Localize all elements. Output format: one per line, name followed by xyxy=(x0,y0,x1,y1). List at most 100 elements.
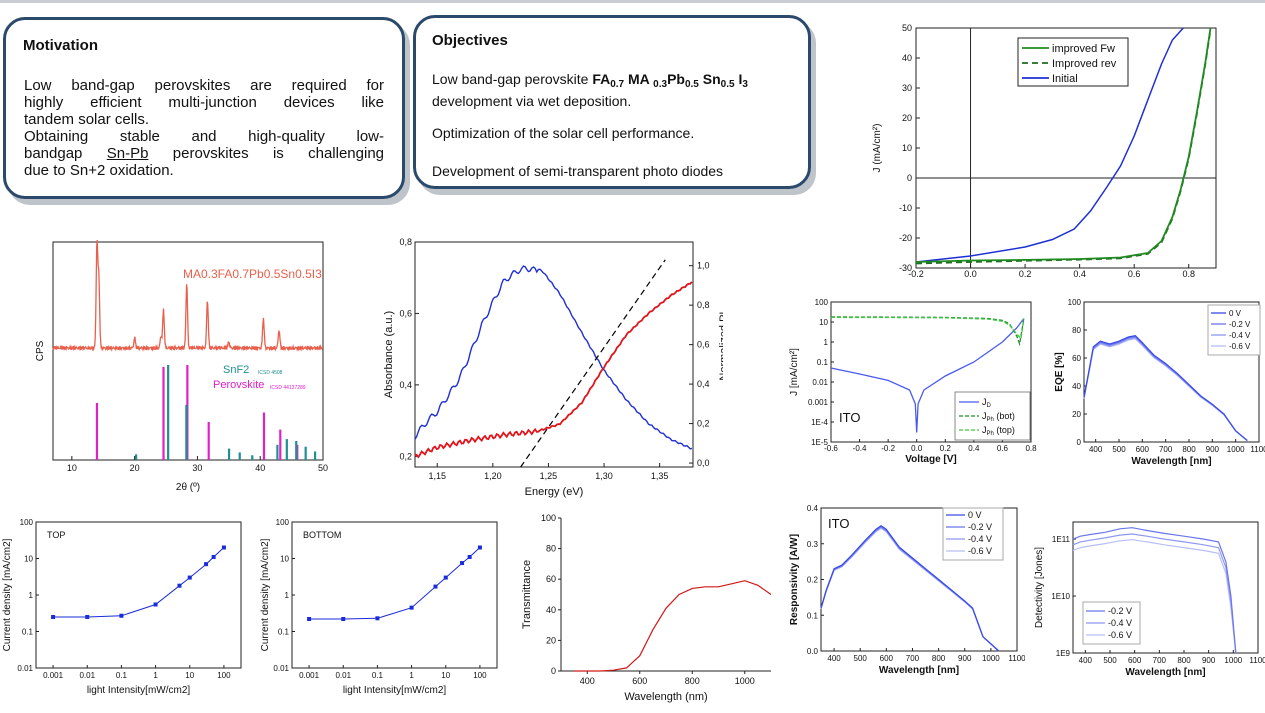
abs-x-tick-label: 1,20 xyxy=(484,471,502,481)
eqe-x-tick-label: 900 xyxy=(1206,445,1220,454)
trans-x-tick-label: 1000 xyxy=(735,676,755,686)
jv-series-initial xyxy=(915,27,1184,263)
int-panel-label: TOP xyxy=(47,530,65,540)
jvlog-jph-top-curve xyxy=(830,316,1025,340)
resp-x-tick-label: 400 xyxy=(827,654,841,663)
int-curve xyxy=(309,547,481,620)
xrd-perovskite-ref-label: ICSD 44137289 xyxy=(270,385,306,391)
jv-series-improved-fw xyxy=(915,27,1212,263)
motivation-line: highly efficient multi-junction devices … xyxy=(24,94,384,111)
jvlog-x-tick-label: -0.2 xyxy=(881,444,895,453)
eqe-chart: 400 500 600 700 800 900 1000 1100 0 20 40 60 80 100 Wa… xyxy=(1054,298,1265,467)
objectives-box: Objectives Low band-gap perovskite FA0.7… xyxy=(413,15,811,189)
formula-sub: 3 xyxy=(742,79,748,90)
absorbance-pl-chart: 1,15 1,20 1,25 1,30 1,35 0,2 0,4 0,6 0,8 0,0 0,2 0,… xyxy=(383,237,723,498)
xrd-x-tick-label: 30 xyxy=(192,463,202,473)
jvlog-frame xyxy=(830,301,1032,443)
int-y-tick-label: 100 xyxy=(20,518,34,527)
motivation-title: Motivation xyxy=(23,37,98,54)
int-point xyxy=(433,584,438,589)
jvlog-ito-label: ITO xyxy=(839,410,860,425)
resp-y-tick-label: 0.3 xyxy=(807,540,819,549)
det-x-tick-label: 700 xyxy=(1153,656,1167,665)
int-xlabel: light Intensity[mW/cm2] xyxy=(343,685,447,696)
motivation-text-part: perovskites is challenging xyxy=(148,145,384,162)
xrd-pattern xyxy=(52,239,324,352)
trans-x-tick-label: 800 xyxy=(685,676,700,686)
xrd-xlabel: 2θ (º) xyxy=(176,482,200,493)
int-y-tick-label: 1 xyxy=(29,591,34,600)
det-curve-0p2 xyxy=(1072,527,1237,654)
xrd-ylabel: CPS xyxy=(35,340,46,361)
resp-x-tick-label: 800 xyxy=(932,654,946,663)
int-point xyxy=(119,613,124,618)
jvlog-x-tick-label: 0.0 xyxy=(911,444,923,453)
xrd-x-tick-label: 50 xyxy=(318,463,328,473)
eqe-legend-label: -0.4 V xyxy=(1229,331,1251,340)
det-x-tick-label: 600 xyxy=(1128,656,1142,665)
eqe-x-tick-label: 500 xyxy=(1112,445,1126,454)
int-x-tick-label: 10 xyxy=(185,671,194,680)
motivation-line: due to Sn+2 oxidation. xyxy=(24,162,174,179)
jvlog-y-tick-label: 0.01 xyxy=(812,378,828,387)
formula-part: MA xyxy=(624,71,654,87)
objectives-text-part: Low band-gap perovskite xyxy=(432,71,593,87)
bottom-intensity-chart: 0.001 0.01 0.1 1 10 100 0.01 0.1 1 10 100 light Int… xyxy=(260,518,498,696)
detectivity-chart: 400 500 600 700 800 900 1000 1100 1E9 1E10 1E11 Wav… xyxy=(1034,521,1265,678)
trans-y-tick-label: 40 xyxy=(546,605,556,615)
int-point xyxy=(341,617,346,622)
int-x-tick-label: 0.1 xyxy=(372,671,384,680)
formula-sub: 0.7 xyxy=(610,79,625,90)
det-x-tick-label: 400 xyxy=(1079,656,1093,665)
motivation-line: Obtaining stable and high-quality low- xyxy=(24,128,384,145)
resp-x-tick-label: 900 xyxy=(958,654,972,663)
resp-x-tick-label: 1100 xyxy=(1008,654,1025,663)
int-point xyxy=(409,605,414,610)
abs-frame xyxy=(414,241,694,468)
jv-y-tick-label: 0 xyxy=(907,173,912,183)
top-intensity-chart: 0.001 0.01 0.1 1 10 100 0.01 0.1 1 10 100 light Int… xyxy=(2,518,242,696)
jv-x-tick-label: 0.8 xyxy=(1182,269,1195,278)
eqe-xlabel: Wavelength [nm] xyxy=(1131,456,1211,467)
resp-xlabel: Wavelength [nm] xyxy=(879,665,959,676)
trans-x-tick-label: 600 xyxy=(632,676,647,686)
tauc-fit-line xyxy=(520,259,666,468)
det-x-tick-label: 500 xyxy=(1103,656,1117,665)
int-frame xyxy=(291,521,498,669)
abs-y-tick-label: 0,8 xyxy=(399,237,412,247)
int-x-tick-label: 1 xyxy=(153,671,158,680)
jvlog-y-tick-label: 10 xyxy=(819,318,828,327)
resp-x-tick-label: 500 xyxy=(854,654,868,663)
eqe-curve xyxy=(1083,334,1248,442)
int-xlabel: light Intensity[mW/cm2] xyxy=(87,685,191,696)
jv-x-tick-label: 0.6 xyxy=(1128,269,1141,278)
resp-ito-label: ITO xyxy=(828,516,849,531)
jv-x-tick-label: 0.0 xyxy=(964,269,977,278)
jvlog-x-tick-label: 0.8 xyxy=(1025,444,1037,453)
transmittance-chart: 400 600 800 1000 0 20 40 60 80 100 Wavelength (nm)… xyxy=(521,513,772,703)
eqe-legend-label: -0.6 V xyxy=(1229,342,1251,351)
abs-x-tick-label: 1,35 xyxy=(651,471,669,481)
xrd-chart: 10 20 30 40 50 2θ (º) CPS MA0.3FA0.7Pb0.5Sn0.5I… xyxy=(35,239,328,493)
jv-ylabel: J (mA/cm²) xyxy=(872,124,883,173)
jv-y-tick-label: 40 xyxy=(902,53,912,63)
jvlog-legend-label: JPh (bot) xyxy=(982,411,1015,423)
det-x-tick-label: 900 xyxy=(1202,656,1216,665)
jvlog-legend-label: JPh (top) xyxy=(982,425,1015,437)
jvlog-y-tick-label: 1E-4 xyxy=(811,418,828,427)
int-x-tick-label: 0.1 xyxy=(116,671,128,680)
resp-y-tick-label: 0.0 xyxy=(807,647,819,656)
jv-x-tick-label: 0.2 xyxy=(1019,269,1032,278)
objectives-title: Objectives xyxy=(432,32,508,49)
xrd-snf2-label: SnF2 xyxy=(223,364,249,376)
int-y-tick-label: 10 xyxy=(280,555,289,564)
int-point xyxy=(211,554,216,559)
abs-y-tick-label: 0,4 xyxy=(399,380,412,390)
jvlog-x-tick-label: 0.2 xyxy=(940,444,952,453)
int-x-tick-label: 0.01 xyxy=(79,671,95,680)
abs-y-tick-label: 0,2 xyxy=(399,451,412,461)
det-curve-0p4 xyxy=(1072,533,1237,654)
trans-x-tick-label: 400 xyxy=(580,676,595,686)
eqe-y-tick-label: 40 xyxy=(1072,382,1081,391)
xrd-x-tick-label: 20 xyxy=(130,463,140,473)
